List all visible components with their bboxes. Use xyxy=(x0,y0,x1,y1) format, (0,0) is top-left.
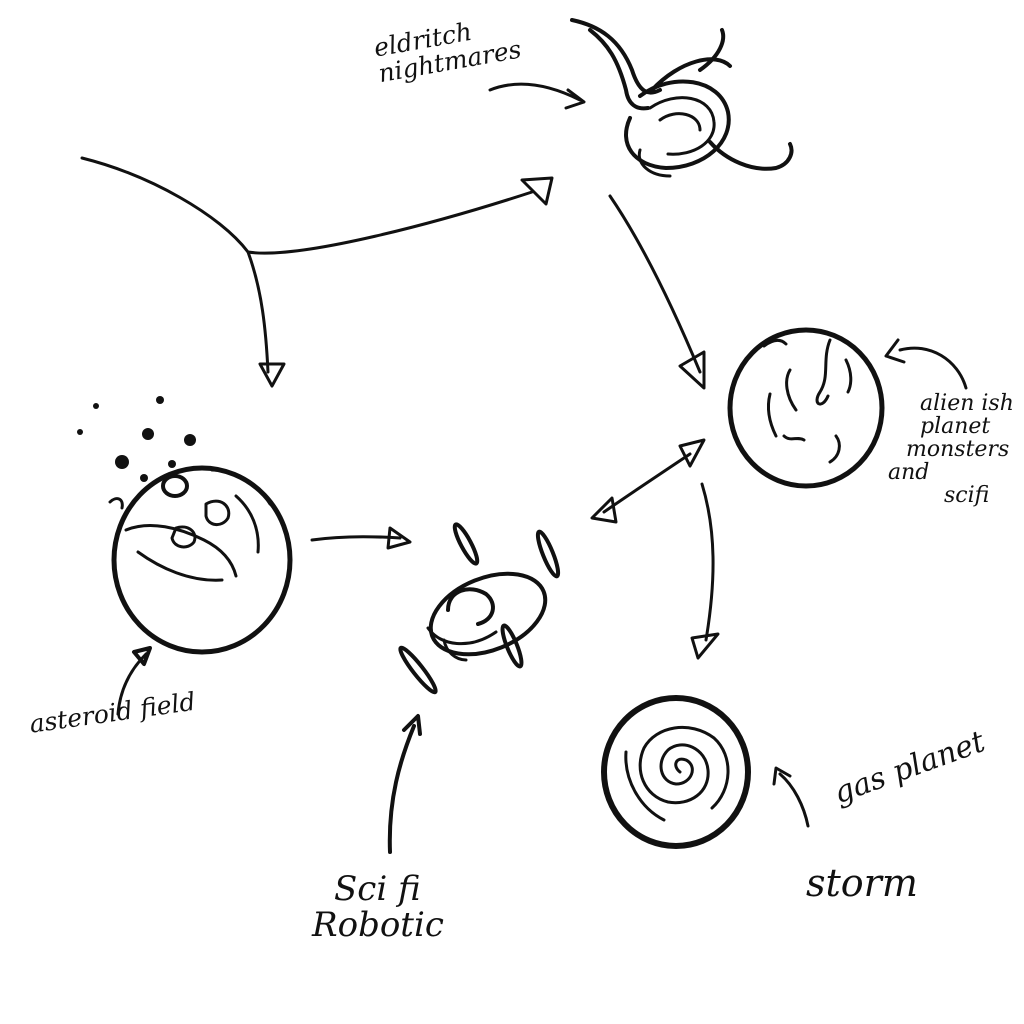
robotic-ufo-icon xyxy=(398,522,561,695)
alien-label-line-3: monsters xyxy=(906,437,1010,463)
scifi-label-arrow xyxy=(387,714,422,854)
gas-planet-storm-icon xyxy=(601,695,751,849)
eldritch-squid-icon xyxy=(570,18,794,178)
alien-label-line-5: scifi xyxy=(944,483,990,509)
alien-ufo-double-arrow xyxy=(590,438,706,524)
asteroid-to-ufo-arrow xyxy=(310,526,412,550)
alien-planet-icon xyxy=(727,327,885,489)
scifi-label: Sci fi Robotic xyxy=(312,869,444,945)
gas-label-arrow xyxy=(772,766,810,828)
scifi-label-line-1: Sci fi xyxy=(334,869,421,909)
alien-label-line-4: and xyxy=(888,460,930,486)
alien-label: alien ish planet monsters and scifi xyxy=(888,391,1014,509)
start-branch-arrows xyxy=(80,156,554,388)
asteroid-planet-icon xyxy=(108,465,293,655)
asteroid-label-arrow xyxy=(116,646,152,716)
asteroid-dots xyxy=(77,396,196,482)
storm-label: storm xyxy=(806,861,918,905)
eldritch-to-alien-arrow xyxy=(608,194,706,390)
eldritch-label-arrow xyxy=(488,82,586,110)
alien-label-arrow xyxy=(884,338,968,390)
alien-label-line-1: alien ish xyxy=(920,391,1014,416)
alien-to-gas-arrow xyxy=(690,482,720,660)
alien-label-line-2: planet xyxy=(920,414,991,440)
scifi-label-line-2: Robotic xyxy=(312,904,444,945)
